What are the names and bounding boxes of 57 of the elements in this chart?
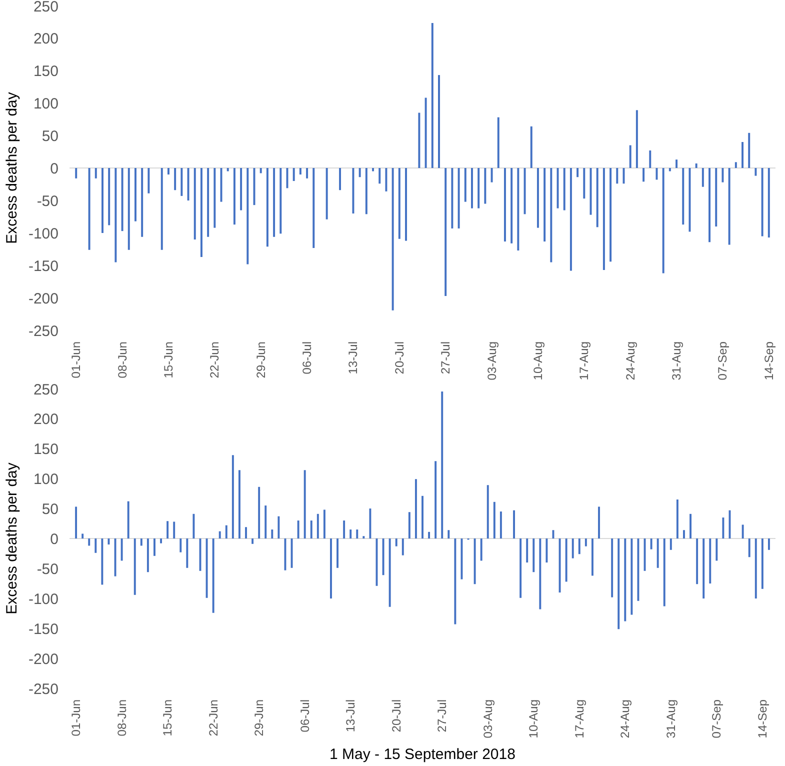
x-tick-label: 01-Jun xyxy=(69,341,84,378)
y-tick-label: 100 xyxy=(33,96,59,112)
x-tick-label: 27-Jul xyxy=(438,341,453,374)
y-tick-label: 0 xyxy=(50,160,58,178)
x-tick-label: 01-Jun xyxy=(69,699,84,736)
x-tick-label: 08-Jun xyxy=(115,341,130,378)
x-tick-label: 06-Jul xyxy=(298,699,312,732)
y-tick-label: 200 xyxy=(33,30,59,48)
y-tick-label: 50 xyxy=(42,501,59,518)
x-tick-label: 31-Aug xyxy=(670,341,684,380)
y-tick-label: -50 xyxy=(36,561,59,578)
x-tick-label: 13-Jul xyxy=(344,699,358,732)
x-tick-label: 03-Aug xyxy=(484,341,499,380)
y-tick-label: 250 xyxy=(33,0,59,16)
y-tick-label: -100 xyxy=(28,591,59,608)
x-tick-label: 22-Jun xyxy=(208,341,222,378)
y-tick-label: 250 xyxy=(33,382,59,398)
x-tick-label: 14-Sep xyxy=(755,699,770,738)
x-tick-label: 29-Jun xyxy=(254,341,268,378)
y-tick-label: -100 xyxy=(28,226,59,242)
y-axis-title: Excess deaths per day xyxy=(3,462,20,614)
x-tick-label: 03-Aug xyxy=(480,699,495,738)
y-tick-label: -150 xyxy=(28,621,59,638)
x-tick-label: 20-Jul xyxy=(389,699,404,732)
y-tick-label: 100 xyxy=(33,471,59,488)
x-tick-label: 27-Jul xyxy=(435,699,450,732)
y-tick-label: -150 xyxy=(28,258,59,275)
y-tick-label: -250 xyxy=(28,681,59,698)
y-tick-label: -200 xyxy=(28,651,59,668)
x-tick-label: 15-Jun xyxy=(161,341,176,378)
x-tick-label: 29-Jun xyxy=(252,699,266,736)
x-tick-label: 22-Jun xyxy=(206,699,220,736)
x-tick-label: 13-Jul xyxy=(346,341,360,374)
x-tick-label: 08-Jun xyxy=(114,699,129,736)
y-tick-label: -250 xyxy=(28,323,59,340)
x-tick-label: 06-Jul xyxy=(300,341,314,374)
x-tick-label: 10-Aug xyxy=(526,699,541,738)
x-tick-label: 24-Aug xyxy=(623,341,638,380)
x-tick-label: 15-Jun xyxy=(160,699,175,736)
y-axis-title: Excess deaths per day xyxy=(3,92,20,244)
y-tick-label: -200 xyxy=(28,290,59,308)
x-tick-label: 31-Aug xyxy=(664,699,678,738)
x-tick-label: 17-Aug xyxy=(577,341,592,380)
y-tick-label: -50 xyxy=(36,193,59,210)
y-tick-label: 0 xyxy=(50,531,58,548)
x-tick-label: 14-Sep xyxy=(762,341,776,380)
x-tick-label: 17-Aug xyxy=(572,699,586,738)
x-axis-title: 1 May - 15 September 2018 xyxy=(330,746,516,764)
y-tick-label: 50 xyxy=(42,128,59,145)
y-tick-label: 150 xyxy=(33,441,59,458)
x-tick-label: 07-Sep xyxy=(716,341,730,380)
x-tick-label: 20-Jul xyxy=(392,341,406,374)
x-tick-label: 24-Aug xyxy=(618,699,632,738)
y-tick-label: 150 xyxy=(33,63,59,80)
y-tick-label: 200 xyxy=(33,411,59,428)
x-tick-label: 10-Aug xyxy=(530,341,545,380)
x-tick-label: 07-Sep xyxy=(710,699,724,738)
